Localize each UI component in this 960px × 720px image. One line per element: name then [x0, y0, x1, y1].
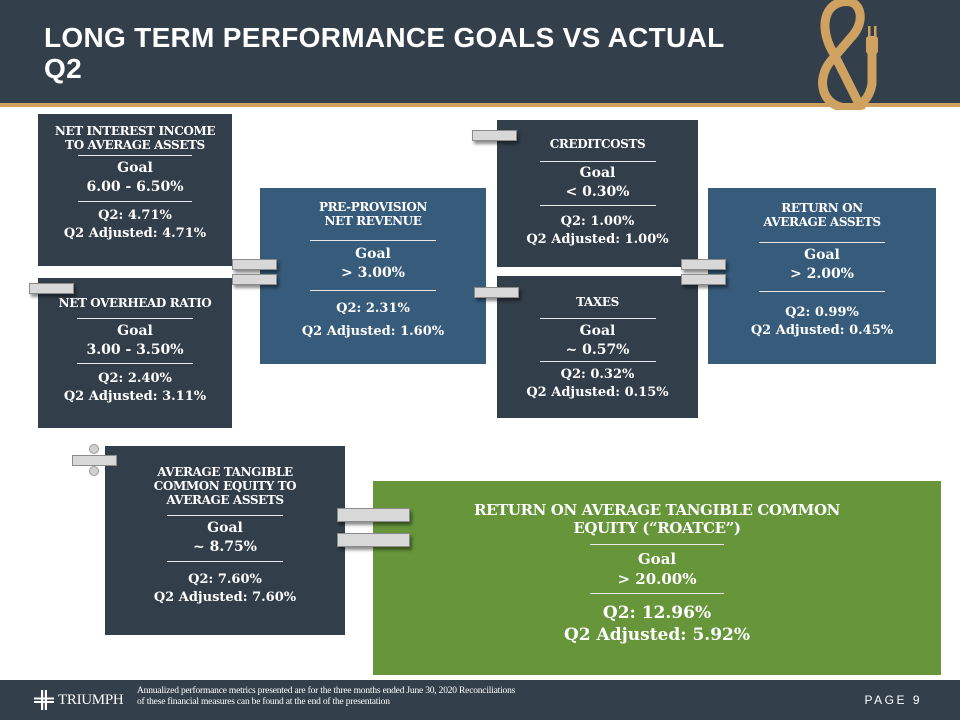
q2-value: Q2: 2.40% [98, 371, 172, 386]
divider [310, 290, 436, 291]
q2-value: Q2: 0.32% [560, 367, 635, 382]
divider [78, 155, 192, 156]
goal-value: ~ 0.57% [565, 342, 630, 358]
goal-label: Goal [579, 323, 616, 339]
footer-note: Annualized performance metrics presented… [137, 686, 657, 708]
header-bar: LONG TERM PERFORMANCE GOALS VS ACTUAL Q2 [0, 0, 960, 110]
divider [539, 161, 656, 162]
card-title-line2: COMMON EQUITY TO [153, 479, 297, 493]
q2-adjusted-value: Q2 Adjusted: 0.45% [750, 323, 894, 338]
divider [590, 544, 724, 545]
equals-sign-bottom-icon [232, 274, 277, 285]
equals-sign-bottom-icon [681, 274, 726, 285]
metric-card-return-on-average-assets: RETURN ON AVERAGE ASSETS Goal > 2.00% Q2… [708, 188, 936, 364]
card-title-line2: NET REVENUE [324, 214, 422, 228]
goal-value: ~ 8.75% [192, 539, 257, 555]
equals-sign-top-icon [681, 259, 726, 270]
card-title: NET OVERHEAD RATIO [58, 296, 212, 310]
metric-card-credit-costs: CREDITCOSTS Goal < 0.30% Q2: 1.00% Q2 Ad… [497, 120, 698, 267]
q2-adjusted-value: Q2 Adjusted: 1.60% [301, 324, 445, 339]
equals-sign-top-icon [337, 508, 410, 522]
card-title: NET INTEREST INCOME TO AVERAGE ASSETS [54, 124, 216, 152]
q2-value: Q2: 0.99% [785, 305, 859, 320]
card-title-line2: EQUITY (“ROATCE”) [573, 519, 741, 537]
divider [539, 361, 656, 362]
footer-note-line1: Annualized performance metrics presented… [137, 686, 516, 696]
goal-label: Goal [117, 160, 153, 176]
card-title-line2: AVERAGE ASSETS [763, 215, 881, 229]
divider [167, 561, 283, 562]
card-title-line1: RETURN ON [781, 201, 863, 215]
goal-value: > 3.00% [340, 265, 405, 281]
minus-sign-icon [29, 283, 74, 294]
goal-label: Goal [579, 165, 616, 181]
divider [539, 318, 656, 319]
card-title-line3: AVERAGE ASSETS [166, 493, 284, 507]
metric-card-pre-provision-net-revenue: PRE-PROVISION NET REVENUE Goal > 3.00% Q… [260, 188, 486, 364]
ampersand-plug-icon [818, 0, 878, 110]
minus-sign-icon [474, 287, 519, 298]
goal-label: Goal [804, 247, 840, 263]
goal-value: > 2.00% [789, 266, 854, 282]
metric-card-tangible-common-equity-to-assets: AVERAGE TANGIBLE COMMON EQUITY TO AVERAG… [105, 446, 345, 635]
page-title: LONG TERM PERFORMANCE GOALS VS ACTUAL Q2 [44, 22, 724, 84]
divider [77, 363, 193, 364]
divider [590, 593, 724, 594]
goal-label: Goal [637, 550, 677, 568]
goal-label: Goal [355, 246, 391, 262]
q2-adjusted-value: Q2 Adjusted: 1.00% [526, 232, 669, 247]
q2-value: Q2: 4.71% [98, 208, 172, 223]
card-title-line1: RETURN ON AVERAGE TANGIBLE COMMON [474, 501, 840, 519]
minus-sign-icon [472, 130, 517, 141]
metric-card-taxes: TAXES Goal ~ 0.57% Q2: 0.32% Q2 Adjusted… [497, 276, 698, 418]
goal-value: 6.00 - 6.50% [86, 179, 184, 195]
goal-value: 3.00 - 3.50% [86, 342, 184, 358]
divider [759, 291, 885, 292]
footer-logo: TRIUMPH [34, 690, 124, 710]
goal-value: < 0.30% [565, 184, 630, 200]
divider [77, 318, 193, 319]
q2-adjusted-value: Q2 Adjusted: 0.15% [526, 385, 669, 400]
divider [759, 242, 885, 243]
metric-card-net-overhead-ratio: NET OVERHEAD RATIO Goal 3.00 - 3.50% Q2:… [38, 278, 232, 428]
q2-adjusted-value: Q2 Adjusted: 5.92% [563, 625, 751, 645]
q2-adjusted-value: Q2 Adjusted: 4.71% [63, 226, 207, 241]
goal-label: Goal [117, 323, 153, 339]
divide-dot-top-icon [89, 444, 99, 454]
metric-card-roatce: RETURN ON AVERAGE TANGIBLE COMMON EQUITY… [373, 481, 941, 675]
cross-logo-icon [34, 690, 54, 710]
divide-bar-icon [72, 455, 117, 466]
q2-adjusted-value: Q2 Adjusted: 3.11% [63, 389, 207, 404]
q2-value: Q2: 2.31% [336, 301, 410, 316]
header-accent-stripe [0, 103, 960, 107]
q2-value: Q2: 12.96% [602, 603, 712, 623]
divide-dot-bottom-icon [89, 466, 99, 476]
q2-adjusted-value: Q2 Adjusted: 7.60% [153, 590, 297, 605]
goal-value: > 20.00% [617, 570, 697, 588]
q2-value: Q2: 1.00% [560, 214, 635, 229]
card-title: TAXES [576, 295, 619, 309]
card-title-line1: PRE-PROVISION [318, 200, 427, 214]
footer-brand: TRIUMPH [58, 691, 124, 708]
equals-sign-top-icon [232, 259, 277, 270]
divider [310, 240, 436, 241]
metric-card-net-interest-income: NET INTEREST INCOME TO AVERAGE ASSETS Go… [38, 114, 232, 266]
divider [539, 205, 656, 206]
equals-sign-bottom-icon [337, 533, 410, 547]
divider [78, 201, 192, 202]
card-title: CREDITCOSTS [549, 137, 646, 151]
footer-note-line2: of these financial measures can be found… [137, 697, 390, 707]
footer-bar: TRIUMPH Annualized performance metrics p… [0, 680, 960, 720]
goal-label: Goal [207, 520, 243, 536]
q2-value: Q2: 7.60% [188, 572, 262, 587]
card-title-line1: AVERAGE TANGIBLE [157, 465, 293, 479]
divider [167, 515, 283, 516]
page-number: PAGE 9 [864, 693, 922, 707]
